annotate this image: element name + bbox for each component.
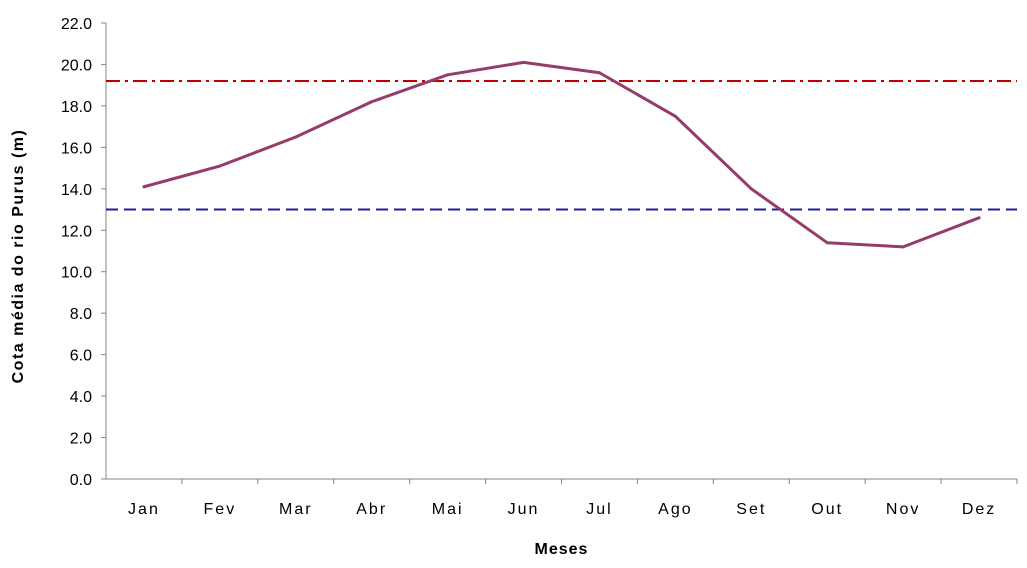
y-tick-label: 16.0 <box>61 140 92 157</box>
y-tick-label: 20.0 <box>61 57 92 74</box>
y-axis-ticks: 0.0 2.0 4.0 6.0 8.0 10.0 12.0 14.0 16.0 18.0 20.0 2… <box>61 16 106 489</box>
axes <box>105 23 1017 480</box>
y-tick-label: 12.0 <box>61 223 92 240</box>
data-point <box>218 164 222 168</box>
y-tick-label: 6.0 <box>70 348 92 365</box>
data-point <box>522 60 526 64</box>
data-point <box>294 135 298 139</box>
x-tick-label: Mar <box>279 501 313 518</box>
series-line <box>142 60 981 249</box>
series-layer <box>142 60 981 249</box>
data-point <box>142 185 146 189</box>
y-tick-label: 2.0 <box>70 431 92 448</box>
y-tick-label: 10.0 <box>61 265 92 282</box>
x-tick-label: Jun <box>508 501 540 518</box>
x-tick-label: Ago <box>658 501 692 518</box>
data-point <box>370 100 374 104</box>
y-axis-title: Cota média do rio Purus (m) <box>10 129 27 384</box>
x-tick-label: Fev <box>204 501 237 518</box>
y-tick-label: 8.0 <box>70 306 92 323</box>
data-point <box>597 71 601 75</box>
x-axis-ticks: Jan Fev Mar Abr Mai Jun Jul Ago Set Out Nov Dez <box>128 479 1018 518</box>
x-tick-label: Out <box>811 501 843 518</box>
x-tick-label: Set <box>736 501 766 518</box>
x-tick-label: Dez <box>962 501 996 518</box>
x-tick-label: Nov <box>886 501 920 518</box>
data-point <box>901 245 905 249</box>
y-tick-label: 18.0 <box>61 99 92 116</box>
data-point <box>749 187 753 191</box>
data-point <box>446 73 450 77</box>
y-tick-label: 4.0 <box>70 389 92 406</box>
x-tick-label: Jul <box>586 501 612 518</box>
y-tick-label: 0.0 <box>70 472 92 489</box>
reference-lines <box>106 80 1017 211</box>
y-tick-label: 14.0 <box>61 182 92 199</box>
x-tick-label: Mai <box>432 501 464 518</box>
x-axis-title: Meses <box>535 541 589 558</box>
y-tick-label: 22.0 <box>61 16 92 33</box>
data-point <box>673 114 677 118</box>
data-point <box>977 216 981 220</box>
x-tick-label: Abr <box>356 501 387 518</box>
data-point <box>825 241 829 245</box>
x-tick-label: Jan <box>128 501 160 518</box>
